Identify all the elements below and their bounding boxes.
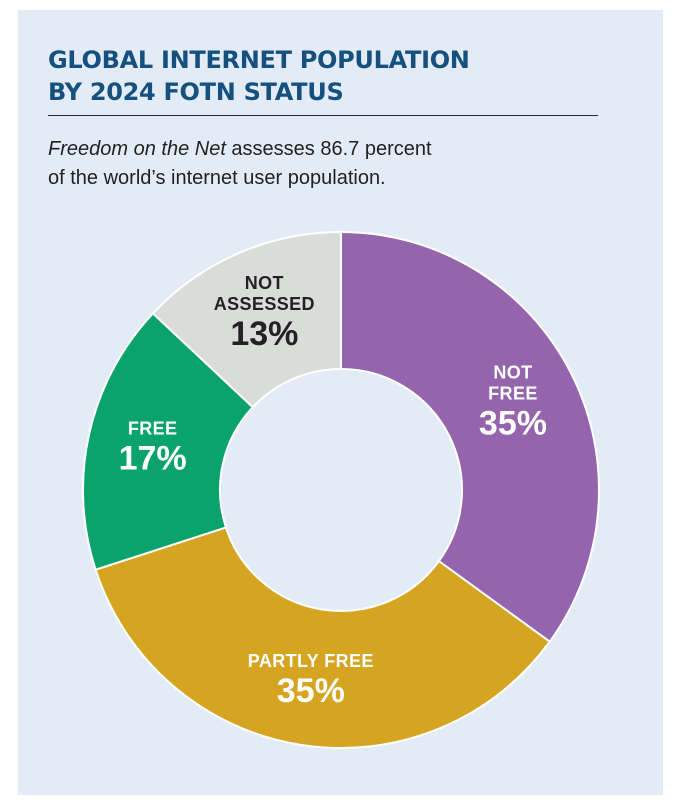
chart-subtitle: Freedom on the Net assesses 86.7 percent…: [48, 135, 608, 193]
slice-label: FREE: [128, 418, 178, 438]
slice-value-label: 35%: [479, 404, 547, 442]
chart-subtitle-line-2: of the world’s internet user population.: [48, 167, 386, 189]
slice-value-label: 17%: [119, 439, 187, 477]
donut-slice-free: [82, 311, 255, 571]
chart-title-line-1: GLOBAL INTERNET POPULATION: [48, 46, 470, 74]
donut-slice-partly-free: [94, 526, 552, 749]
slice-label: NOT: [245, 273, 284, 293]
subtitle-text-1: assesses 86.7 percent: [225, 138, 432, 160]
donut-slices: [82, 230, 600, 749]
chart-title-line-2: BY 2024 FOTN STATUS: [48, 78, 344, 106]
chart-subtitle-line-1: Freedom on the Net assesses 86.7 percent: [48, 135, 608, 164]
donut-slice-not-assessed: [151, 230, 342, 409]
slice-label: ASSESSED: [214, 294, 315, 314]
slice-label: NOT: [493, 362, 532, 382]
publication-name: Freedom on the Net: [48, 138, 226, 160]
slice-label: PARTLY FREE: [248, 651, 374, 671]
slice-value-label: 35%: [277, 672, 345, 710]
donut-slice-not-free: [340, 230, 600, 644]
chart-title: GLOBAL INTERNET POPULATION BY 2024 FOTN …: [48, 44, 608, 108]
title-divider: [48, 115, 598, 116]
slice-label: FREE: [488, 383, 538, 403]
slice-value-label: 13%: [230, 315, 298, 353]
